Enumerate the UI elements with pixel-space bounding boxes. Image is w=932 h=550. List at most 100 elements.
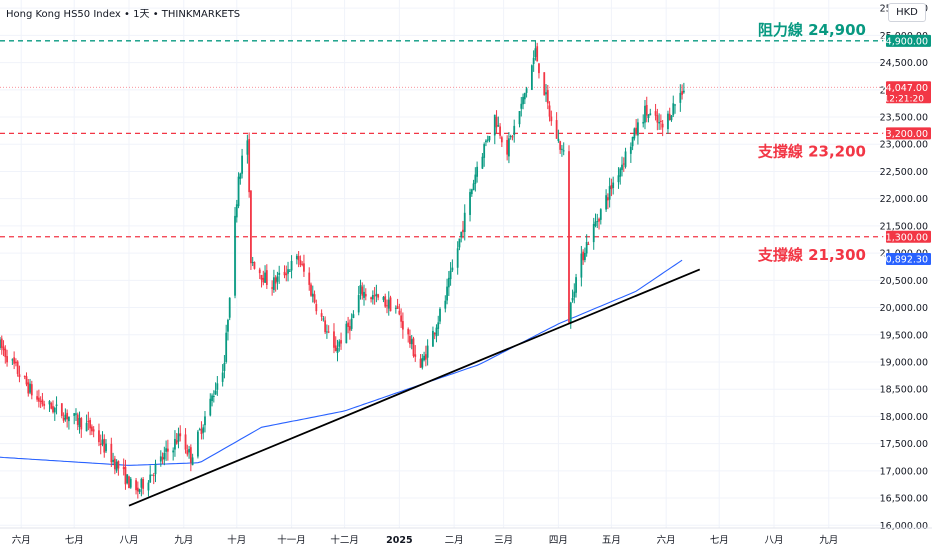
candle-body [89, 419, 92, 429]
candle-body [407, 328, 410, 335]
title-separator: • [152, 9, 159, 20]
candle-body [258, 269, 261, 274]
candle-body [513, 125, 516, 136]
candle-body [483, 144, 486, 158]
candle-body [322, 318, 325, 320]
candle-body [18, 374, 21, 378]
candle-body [672, 103, 675, 116]
time-tick-label: 七月 [65, 535, 84, 546]
candle-body [262, 277, 265, 283]
candle-body [370, 297, 372, 300]
candle-body [60, 403, 63, 416]
candle-body [644, 105, 646, 123]
symbol-title[interactable]: Hong Kong HS50 Index • 1天 • THINKMARKETS [6, 5, 240, 20]
candle-body [237, 176, 240, 207]
candle-body [301, 263, 304, 265]
candle-body [129, 478, 132, 488]
candle-body [377, 294, 380, 298]
candle-body [200, 428, 203, 435]
price-label-ma-bg [886, 252, 931, 265]
candle-body [78, 418, 81, 428]
candle-body [172, 450, 175, 453]
candle-body [197, 431, 199, 457]
currency-button[interactable]: HKD [888, 3, 926, 22]
candle-body [635, 127, 638, 135]
candle-body [290, 260, 293, 271]
price-tick-label: 23,000.00 [880, 140, 928, 151]
candle-body [55, 404, 58, 406]
time-axis[interactable]: 六月 七月 八月 九月 十月 十一月 十二月 2025 二月 三月 四月 五月 六月 七月 八月 九月 [0, 527, 932, 546]
candle-body [619, 168, 622, 177]
last-price-label: 24,047.00 [880, 83, 928, 94]
candle-body [350, 318, 353, 329]
candle-body [499, 126, 501, 136]
candle-body [0, 339, 1, 349]
candle-body [225, 332, 228, 362]
candle-body [389, 297, 392, 312]
time-tick-label: 九月 [174, 534, 193, 546]
trendline[interactable] [128, 268, 701, 507]
price-tick-label: 20,500.00 [880, 276, 928, 287]
candle-body [184, 434, 187, 450]
candle-body [303, 263, 305, 272]
candle-body [364, 293, 367, 297]
candle-body [682, 90, 685, 93]
candle-body [456, 248, 459, 268]
candle-body [656, 115, 659, 123]
candle-body [400, 315, 403, 322]
grid [0, 0, 884, 528]
candle-body [426, 345, 429, 358]
candle-body [140, 479, 143, 488]
candle-body [336, 347, 339, 354]
candle-body [394, 307, 397, 309]
candle-body [583, 252, 586, 261]
candle-body [612, 182, 615, 188]
candle-body [324, 320, 327, 333]
candle-body [313, 294, 316, 303]
candle-body [451, 267, 454, 271]
price-label-resistance: 24,900.00 [880, 36, 928, 47]
price-tick-label: 19,500.00 [880, 330, 928, 341]
candle-body [128, 476, 130, 489]
candle-body [447, 277, 450, 288]
candle-body [667, 113, 669, 130]
candle-body [52, 406, 54, 413]
candle-body [310, 284, 312, 296]
candle-body [525, 88, 528, 93]
candle-body [295, 255, 298, 260]
candle-body [432, 330, 434, 347]
candle-body [605, 195, 608, 210]
candle-body [103, 438, 106, 453]
candle-body [661, 123, 664, 128]
candle-body [216, 383, 219, 390]
candle-body [387, 299, 390, 309]
candle-body [326, 331, 328, 333]
candle-body [437, 322, 440, 329]
candle-body [228, 297, 231, 318]
candle-body [212, 395, 215, 397]
price-tick-label: 19,000.00 [880, 357, 928, 368]
candlesticks [0, 40, 685, 499]
candle-body [348, 326, 351, 331]
time-tick-label: 二月 [445, 535, 464, 546]
candle-body [649, 113, 652, 116]
candle-body [25, 376, 28, 385]
time-tick-label: 八月 [764, 535, 783, 546]
time-tick-label: 2025 [386, 535, 412, 546]
candle-body [186, 450, 189, 455]
candle-body [53, 407, 56, 413]
candle-body [352, 314, 355, 318]
candle-body [311, 293, 314, 297]
candle-body [506, 140, 509, 155]
price-tick-label: 16,500.00 [880, 494, 928, 505]
candle-body [50, 403, 53, 409]
candle-body [39, 400, 42, 402]
time-tick-label: 六月 [657, 534, 676, 546]
candle-body [546, 90, 549, 104]
candle-body [493, 114, 496, 136]
candle-body [308, 272, 311, 285]
candle-body [530, 65, 533, 90]
candle-body [204, 416, 206, 426]
candle-body [571, 298, 574, 301]
